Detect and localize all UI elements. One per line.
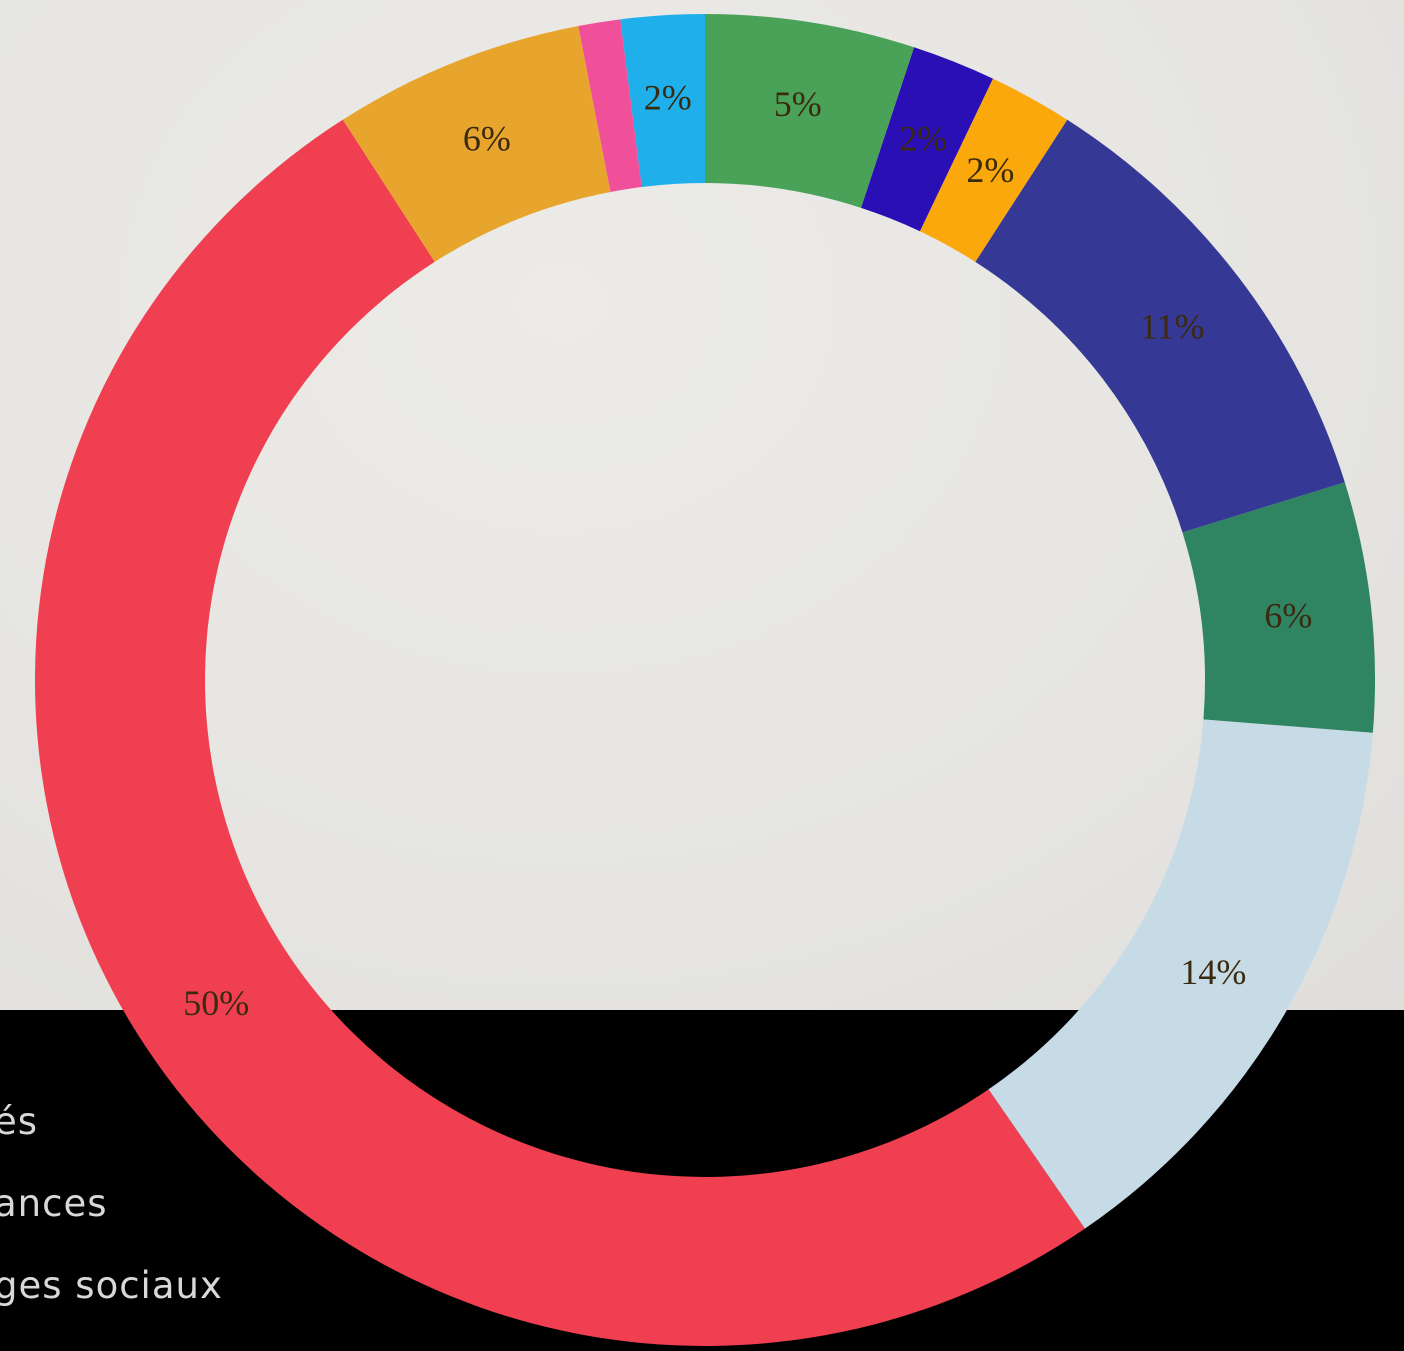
slice-label-7: 11% <box>1140 307 1205 347</box>
slice-8 <box>919 78 1068 262</box>
slice-label-10: 5% <box>774 84 822 124</box>
legend-item-3: ges sociaux <box>0 1264 223 1307</box>
slice-label-6: 6% <box>1264 595 1312 635</box>
slice-1 <box>620 14 705 187</box>
legend-item-2: ances <box>0 1182 108 1225</box>
slice-5 <box>988 719 1373 1229</box>
slice-label-9: 2% <box>899 118 947 158</box>
slice-6 <box>1182 482 1375 733</box>
slice-7 <box>975 119 1345 533</box>
slice-label-3: 6% <box>463 118 511 158</box>
slice-label-8: 2% <box>966 150 1014 190</box>
slice-4 <box>34 119 1085 1347</box>
slice-label-5: 14% <box>1180 952 1246 992</box>
slice-2 <box>578 19 642 192</box>
slice-10 <box>705 13 915 208</box>
slice-9 <box>861 47 993 232</box>
legend-item-1: és <box>0 1100 39 1143</box>
slice-3 <box>342 26 611 262</box>
slice-label-4: 50% <box>183 983 249 1023</box>
donut-labels: 2% 6% 50% 14% 6% 11% 2% 2% 5% <box>183 78 1312 1024</box>
slice-label-1: 2% <box>644 78 692 118</box>
donut-slices <box>34 13 1375 1347</box>
